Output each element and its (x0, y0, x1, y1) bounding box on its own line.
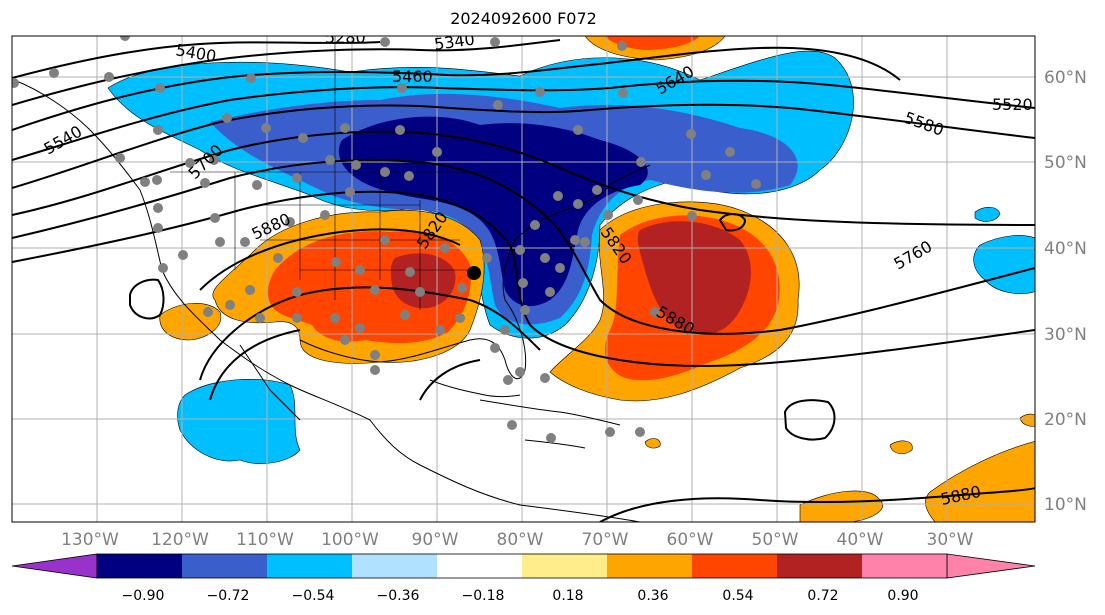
contour-label: 5280 (325, 28, 366, 47)
colorbar-tick-label: −0.90 (122, 588, 165, 604)
colorbar-tick-label: −0.54 (292, 588, 335, 604)
colorbar-segment (692, 554, 777, 578)
colorbar: −0.90 −0.72 −0.54 −0.36 −0.18 0.18 0.36 … (11, 553, 1036, 604)
lon-label: 100°W (321, 530, 379, 550)
colorbar-tick-label: −0.36 (377, 588, 420, 604)
colorbar-segment (777, 554, 862, 578)
map-area: 5400 5280 5340 5460 5540 5520 5580 5700 … (12, 28, 1035, 522)
lon-label: 80°W (497, 530, 544, 550)
lon-label: 90°W (412, 530, 459, 550)
lat-label: 50°N (1044, 153, 1087, 173)
positive-anomaly-east-darkred (637, 221, 751, 335)
colorbar-segment (97, 554, 182, 578)
coastlines (13, 79, 651, 522)
lon-label: 70°W (582, 530, 629, 550)
lat-label: 30°N (1044, 325, 1087, 345)
colorbar-tick-label: −0.18 (462, 588, 505, 604)
colorbar-extend-left (11, 553, 98, 579)
latitude-labels: 60°N 50°N 40°N 30°N 20°N 10°N (1044, 68, 1087, 515)
lon-label: 50°W (752, 530, 799, 550)
lon-label: 60°W (667, 530, 714, 550)
colorbar-segment (267, 554, 352, 578)
colorbar-tick-label: −0.72 (207, 588, 250, 604)
colorbar-extend-right (946, 553, 1036, 579)
lat-label: 40°N (1044, 239, 1087, 259)
contour-label: 5340 (433, 29, 476, 53)
colorbar-segment (182, 554, 267, 578)
station-dots (12, 36, 761, 443)
lon-label: 130°W (61, 530, 119, 550)
lat-label: 20°N (1044, 410, 1087, 430)
colorbar-segment (352, 554, 437, 578)
colorbar-segment (522, 554, 607, 578)
lat-label: 60°N (1044, 68, 1087, 88)
colorbar-segment (437, 554, 522, 578)
colorbar-tick-label: 0.54 (722, 588, 753, 604)
highlight-point (467, 266, 481, 280)
colorbar-tick-label: 0.90 (887, 588, 918, 604)
colorbar-tick-label: 0.18 (552, 588, 583, 604)
lon-label: 110°W (236, 530, 294, 550)
map-title: 2024092600 F072 (450, 9, 597, 28)
longitude-labels: 130°W 120°W 110°W 100°W 90°W 80°W 70°W 6… (61, 530, 974, 550)
lon-label: 40°W (837, 530, 884, 550)
contour-label: 5460 (392, 67, 433, 86)
colorbar-tick-label: 0.36 (637, 588, 668, 604)
lon-label: 30°W (927, 530, 974, 550)
contour-label: 5520 (992, 95, 1033, 114)
lon-label: 120°W (151, 530, 209, 550)
colorbar-segment (607, 554, 692, 578)
colorbar-tick-label: 0.72 (807, 588, 838, 604)
negative-anomaly-patch-mexico (177, 378, 301, 464)
map-frame (11, 35, 1036, 523)
negative-anomaly-dark (338, 116, 648, 307)
lat-label: 10°N (1044, 495, 1087, 515)
